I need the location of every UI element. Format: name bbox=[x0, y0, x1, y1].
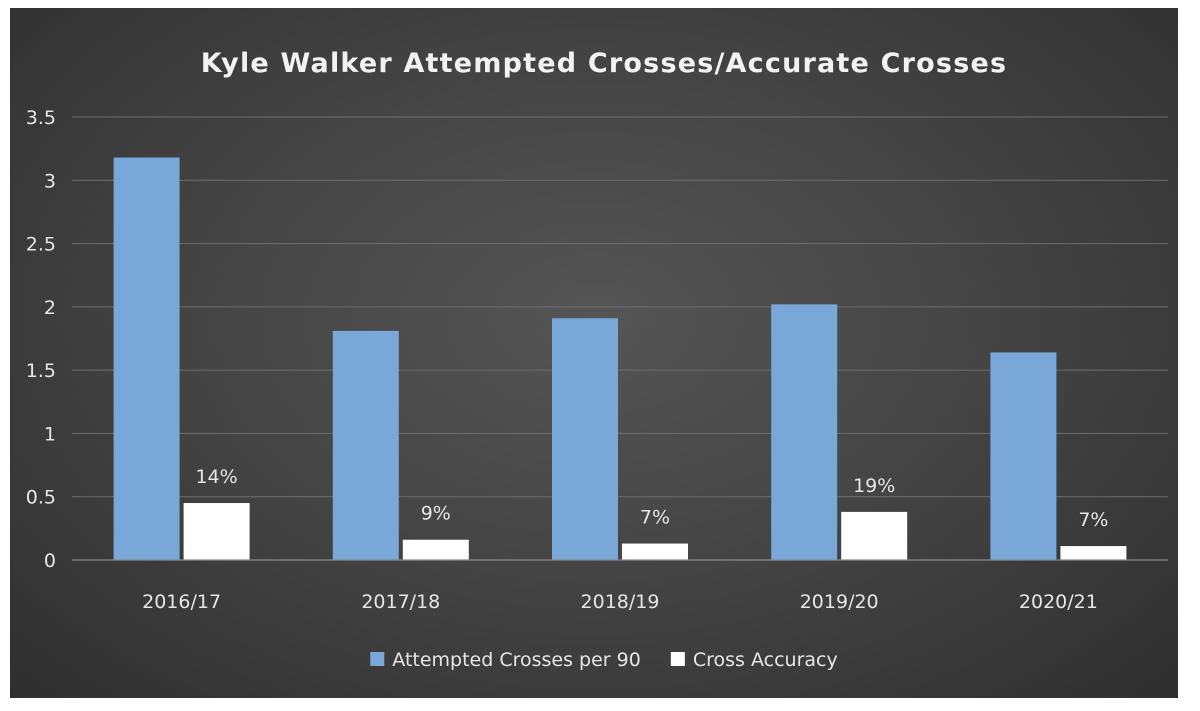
y-tick-label: 3 bbox=[44, 170, 56, 192]
chart-title: Kyle Walker Attempted Crosses/Accurate C… bbox=[201, 48, 1008, 79]
bar-cross-accuracy-4 bbox=[1060, 546, 1127, 560]
bar-attempted-crosses-4 bbox=[990, 352, 1057, 560]
chart-area: Kyle Walker Attempted Crosses/Accurate C… bbox=[10, 8, 1178, 698]
bar-cross-accuracy-3 bbox=[841, 511, 908, 560]
x-tick-label: 2019/20 bbox=[800, 591, 879, 613]
legend: Attempted Crosses per 90 Cross Accuracy bbox=[370, 649, 838, 671]
data-label: 14% bbox=[195, 466, 237, 488]
bar-attempted-crosses-2 bbox=[552, 318, 618, 560]
y-tick-label: 0.5 bbox=[26, 487, 56, 509]
x-tick-label: 2017/18 bbox=[361, 591, 440, 613]
bar-attempted-crosses-1 bbox=[332, 330, 399, 560]
bar-cross-accuracy-2 bbox=[622, 543, 688, 560]
data-label: 7% bbox=[640, 507, 670, 529]
y-tick-label: 1.5 bbox=[26, 360, 56, 382]
data-label: 7% bbox=[1078, 509, 1108, 531]
y-tick-label: 3.5 bbox=[26, 107, 56, 129]
legend-label: Cross Accuracy bbox=[693, 649, 838, 671]
bar-attempted-crosses-3 bbox=[771, 304, 838, 560]
x-tick-label: 2020/21 bbox=[1019, 591, 1098, 613]
bar-chart: Kyle Walker Attempted Crosses/Accurate C… bbox=[26, 48, 1168, 671]
legend-label: Attempted Crosses per 90 bbox=[392, 649, 641, 671]
x-tick-label: 2016/17 bbox=[142, 591, 221, 613]
legend-swatch bbox=[670, 652, 685, 666]
data-label: 19% bbox=[853, 475, 895, 497]
gridlines bbox=[72, 116, 1168, 498]
legend-item: Attempted Crosses per 90 bbox=[370, 649, 641, 671]
y-tick-label: 2 bbox=[44, 297, 56, 319]
x-axis-tick-labels: 2016/17 2017/18 2018/19 2019/20 2020/21 bbox=[142, 591, 1098, 613]
bars bbox=[113, 157, 1127, 560]
data-label: 9% bbox=[421, 503, 451, 525]
y-axis-tick-labels: 0 0.5 1 1.5 2 2.5 3 3.5 bbox=[26, 107, 56, 572]
legend-swatch bbox=[370, 652, 385, 666]
y-tick-label: 0 bbox=[44, 550, 56, 572]
y-tick-label: 2.5 bbox=[26, 234, 56, 256]
bar-attempted-crosses-0 bbox=[113, 157, 180, 560]
bar-cross-accuracy-0 bbox=[183, 503, 250, 560]
y-tick-label: 1 bbox=[44, 423, 56, 445]
legend-item: Cross Accuracy bbox=[670, 649, 838, 671]
bar-cross-accuracy-1 bbox=[402, 539, 469, 560]
data-labels: 14% 9% 7% 19% 7% bbox=[195, 466, 1108, 531]
x-tick-label: 2018/19 bbox=[581, 591, 660, 613]
